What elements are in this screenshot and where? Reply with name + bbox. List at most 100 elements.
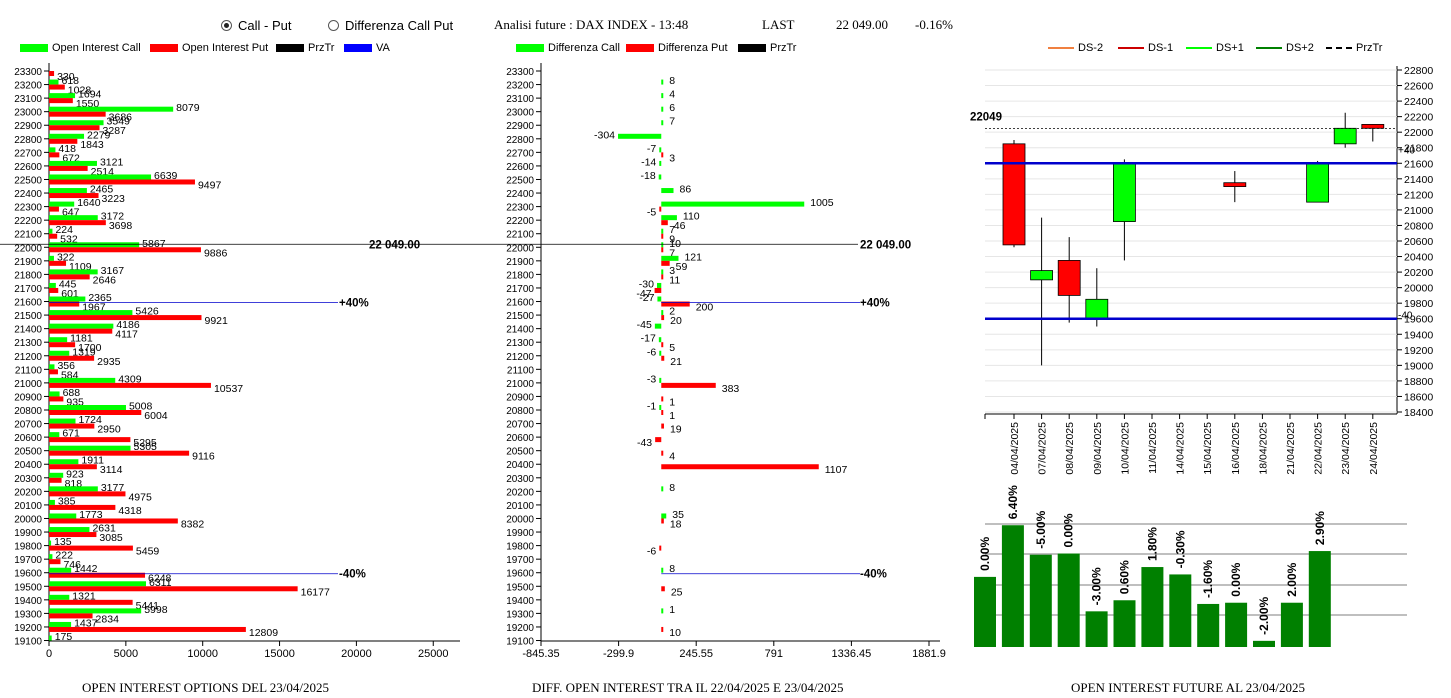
call-value-label: 224 — [55, 224, 73, 236]
x-tick-label: 04/04/2025 — [1009, 422, 1021, 475]
call-bar — [49, 350, 70, 356]
legend-line — [1326, 47, 1352, 49]
put-value-label: 9116 — [192, 451, 215, 463]
y-tick-label: 20800 — [14, 406, 42, 417]
y-tick-label: 23200 — [14, 81, 42, 92]
y-tick-label: 20300 — [506, 474, 534, 485]
put-value-label: 3085 — [99, 532, 123, 544]
x-tick-label: 1881.9 — [912, 648, 946, 660]
y-tick-label: 21500 — [14, 311, 42, 322]
call-bar — [49, 364, 55, 370]
put-bar — [49, 342, 76, 348]
call-value-label: 3172 — [101, 211, 125, 223]
legend-swatch — [626, 44, 654, 52]
diff-call-label: -3 — [647, 373, 656, 385]
put-bar — [49, 193, 99, 199]
call-bar — [49, 635, 52, 641]
call-value-label: 5305 — [134, 441, 158, 453]
put-bar — [49, 423, 95, 429]
y-tick-label: 19400 — [1404, 329, 1433, 341]
call-bar — [49, 106, 174, 112]
diff-call-label: 1 — [669, 604, 675, 616]
put-value-label: 2950 — [97, 424, 121, 436]
call-value-label: 618 — [61, 75, 79, 87]
radio-call-put[interactable]: Call - Put — [221, 18, 291, 33]
diff-put-bar — [661, 464, 819, 470]
call-bar — [49, 188, 87, 194]
put-value-label: 12809 — [249, 627, 278, 639]
put-bar — [49, 98, 73, 104]
y-tick-label: 22800 — [14, 135, 42, 146]
call-bar — [49, 228, 53, 234]
future-bar — [1141, 567, 1164, 647]
call-bar — [49, 527, 90, 533]
put-bar — [49, 355, 95, 361]
x-tick-label: 14/04/2025 — [1175, 422, 1187, 475]
diff-call-label: -304 — [594, 129, 615, 141]
legend-diff-call: Differenza Call — [516, 42, 620, 54]
call-bar — [49, 391, 60, 397]
put-bar — [49, 369, 58, 375]
legend-oi-call: Open Interest Call — [20, 42, 141, 54]
y-tick-label: 20700 — [506, 420, 534, 431]
put-bar — [49, 125, 100, 131]
put-bar — [49, 165, 88, 171]
put-bar — [49, 532, 97, 538]
x-tick-label: -299.9 — [603, 648, 634, 660]
y-tick-label: 19500 — [14, 582, 42, 593]
diff-put-label: 1 — [669, 396, 675, 408]
call-bar — [49, 174, 152, 180]
diff-call-label: 8 — [669, 482, 675, 494]
put-bar — [49, 138, 78, 144]
call-bar — [49, 323, 114, 329]
diff-call-bar — [661, 188, 674, 194]
put-value-label: 2935 — [97, 356, 121, 368]
call-bar — [49, 432, 60, 438]
y-tick-label: 20600 — [14, 433, 42, 444]
y-tick-label: 22000 — [14, 243, 42, 254]
legend-swatch — [516, 44, 544, 52]
call-value-label: 8079 — [176, 102, 200, 114]
call-value-label: 1724 — [78, 414, 102, 426]
legend-line — [1118, 47, 1144, 49]
y-tick-label: 21800 — [1404, 143, 1433, 155]
y-tick-label: 22200 — [1404, 112, 1433, 124]
y-tick-label: 18400 — [1404, 407, 1433, 419]
y-tick-label: 20700 — [14, 420, 42, 431]
candle-body — [1085, 298, 1109, 320]
future-bar — [1001, 525, 1024, 647]
put-bar — [49, 396, 64, 402]
y-tick-label: 21500 — [506, 311, 534, 322]
put-value-label: 4318 — [118, 505, 142, 517]
put-value-label: 4117 — [115, 329, 138, 341]
put-value-label: 5459 — [136, 546, 160, 558]
diff-put-bar — [661, 260, 670, 266]
y-tick-label: 21100 — [507, 365, 535, 376]
diff-call-bar — [658, 174, 662, 180]
y-tick-label: 22100 — [506, 230, 534, 241]
diff-call-label: 121 — [684, 251, 702, 263]
y-tick-label: 19200 — [14, 623, 42, 634]
x-tick-label: 21/04/2025 — [1285, 422, 1297, 475]
diff-put-bar — [661, 586, 665, 592]
future-bar — [1057, 553, 1080, 647]
y-tick-label: 21200 — [14, 352, 42, 363]
call-bar — [49, 472, 64, 478]
y-tick-label: 20600 — [506, 433, 534, 444]
y-tick-label: 19700 — [506, 555, 534, 566]
diff-call-label: -30 — [639, 278, 654, 290]
x-tick-label: 5000 — [114, 648, 138, 660]
y-tick-label: 21400 — [1404, 174, 1433, 186]
future-value-label: -3.00% — [1090, 567, 1104, 605]
future-bar — [1253, 640, 1275, 647]
y-tick-label: 22300 — [14, 203, 42, 214]
radio-diff-call-put[interactable]: Differenza Call Put — [328, 18, 453, 33]
diff-call-label: -45 — [637, 319, 652, 331]
diff-put-bar — [661, 396, 664, 402]
legend-line — [1048, 47, 1074, 49]
x-tick-label: -845.35 — [522, 648, 559, 660]
diff-call-bar — [661, 486, 664, 492]
put-value-label: 10537 — [214, 383, 243, 395]
y-tick-label: 19800 — [14, 542, 42, 553]
